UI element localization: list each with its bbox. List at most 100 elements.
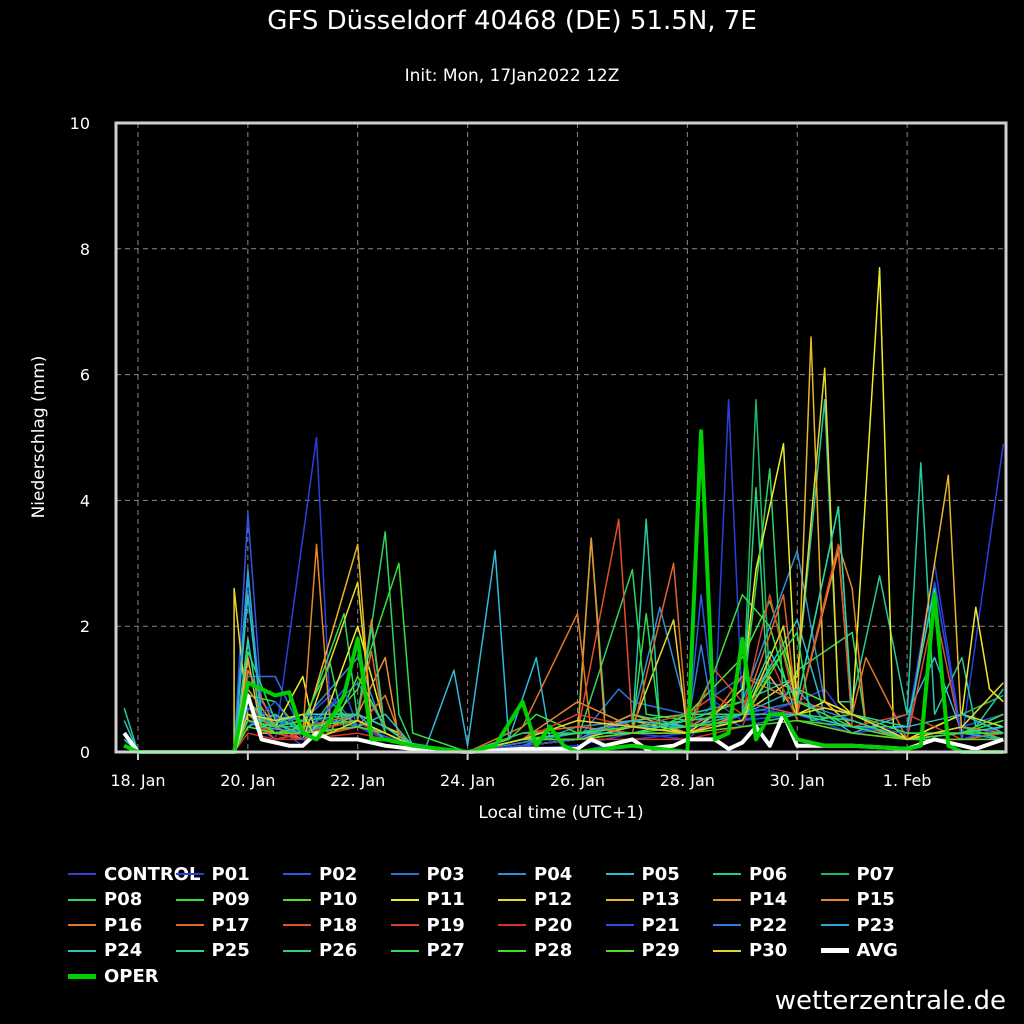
x-tick-label: 20. Jan [220,771,275,790]
series-line-p27 [123,612,1004,753]
chart-title: GFS Düsseldorf 40468 (DE) 51.5N, 7E [267,6,757,36]
legend-swatch [498,898,526,901]
legend-item-p12: P12 [498,888,572,912]
legend-swatch [713,873,741,875]
legend-item-p19: P19 [390,913,465,937]
legend-item-p13: P13 [605,888,680,912]
legend-label: P06 [749,863,788,885]
x-tick-label: 18. Jan [110,771,165,790]
legend-label: P09 [211,889,250,910]
legend-label: OPER [104,965,159,987]
legend-item-p26: P26 [283,939,357,963]
legend-label: P08 [104,889,143,910]
y-tick-label: 6 [80,366,90,385]
legend-label: P13 [641,889,680,910]
legend-label: P10 [319,889,358,910]
legend-item-p29: P29 [605,939,680,963]
x-tick-label: 22. Jan [330,771,385,790]
legend-label: P07 [856,863,895,885]
legend-label: P25 [211,940,250,961]
legend-item-oper: OPER [68,964,159,988]
series-line-p16 [123,612,1004,753]
legend-label: P03 [426,863,465,885]
legend-label: P30 [749,940,788,961]
legend-item-p24: P24 [68,939,142,963]
legend-item-p10: P10 [283,888,357,912]
legend-item-p11: P11 [390,888,465,912]
legend-item-p23: P23 [820,913,895,937]
legend-item-p20: P20 [498,913,572,937]
legend-label: P16 [104,914,143,936]
x-tick-label: 1. Feb [883,771,932,790]
legend-item-p07: P07 [820,862,895,886]
y-tick-label: 2 [80,617,90,636]
legend-swatch [820,948,849,953]
legend-label: P05 [641,863,680,885]
legend-item-p04: P04 [498,862,572,886]
legend-label: P12 [534,889,573,910]
legend-swatch [175,949,204,952]
series-line-oper [123,429,1004,754]
legend-label: P14 [749,889,788,910]
legend-item-p09: P09 [175,888,250,912]
x-tick-label: 28. Jan [660,771,715,790]
legend-label: P18 [319,914,358,936]
legend-label: P17 [211,914,250,936]
series-lines [122,266,1005,754]
legend-swatch [68,949,96,952]
y-tick-label: 4 [80,491,90,510]
legend-item-p18: P18 [283,913,357,937]
legend-swatch [605,898,634,901]
x-tick-label: 26. Jan [550,771,605,790]
plot-frame [114,121,1008,754]
precipitation-chart: 0 2 4 6 8 10 18. Jan 20. Jan 22. Jan 24. Jan 26. J… [29,114,1008,823]
legend-swatch [283,898,311,901]
legend-item-p05: P05 [605,862,680,886]
legend-item-p03: P03 [390,862,465,886]
legend-swatch [390,949,419,952]
legend-item-p16: P16 [68,913,142,937]
y-tick-label: 8 [80,240,90,259]
legend-item-p02: P02 [283,862,357,886]
legend-item-p17: P17 [175,913,250,937]
legend-swatch [498,873,526,875]
legend-item-p30: P30 [713,939,787,963]
legend-label: P19 [426,914,465,936]
legend-item-p21: P21 [605,913,680,937]
legend-swatch [283,949,311,952]
x-axis-label: Local time (UTC+1) [478,803,643,823]
legend-swatch [713,924,741,926]
legend-label: P01 [211,863,250,885]
legend-item-control: CONTROL [68,862,201,886]
legend-label: P15 [856,889,895,910]
legend-swatch [820,873,849,875]
legend-swatch [283,873,311,875]
legend-swatch [605,873,634,875]
legend-label: P24 [104,940,143,961]
legend-item-p25: P25 [175,939,250,963]
legend-label: P26 [319,940,358,961]
legend-item-p15: P15 [820,888,895,912]
legend-swatch [68,924,96,926]
legend-swatch [68,973,96,979]
legend-label: P27 [426,940,465,961]
legend-label: P21 [641,914,680,936]
legend-swatch [68,898,96,901]
legend-item-p08: P08 [68,888,142,912]
legend-item-p22: P22 [713,913,787,937]
legend-swatch [820,898,849,901]
legend-label: P04 [534,863,573,885]
legend-item-p06: P06 [713,862,787,886]
x-tick-label: 24. Jan [440,771,495,790]
legend-label: P23 [856,914,895,936]
legend-swatch [605,949,634,952]
legend-swatch [283,924,311,926]
legend-label: P20 [534,914,573,936]
legend-swatch [390,898,419,901]
legend-label: P11 [426,889,465,910]
legend-swatch [713,898,741,901]
legend-swatch [713,949,741,952]
series-line-p11 [123,266,1004,753]
y-tick-label: 10 [70,114,90,133]
legend-swatch [390,873,419,875]
